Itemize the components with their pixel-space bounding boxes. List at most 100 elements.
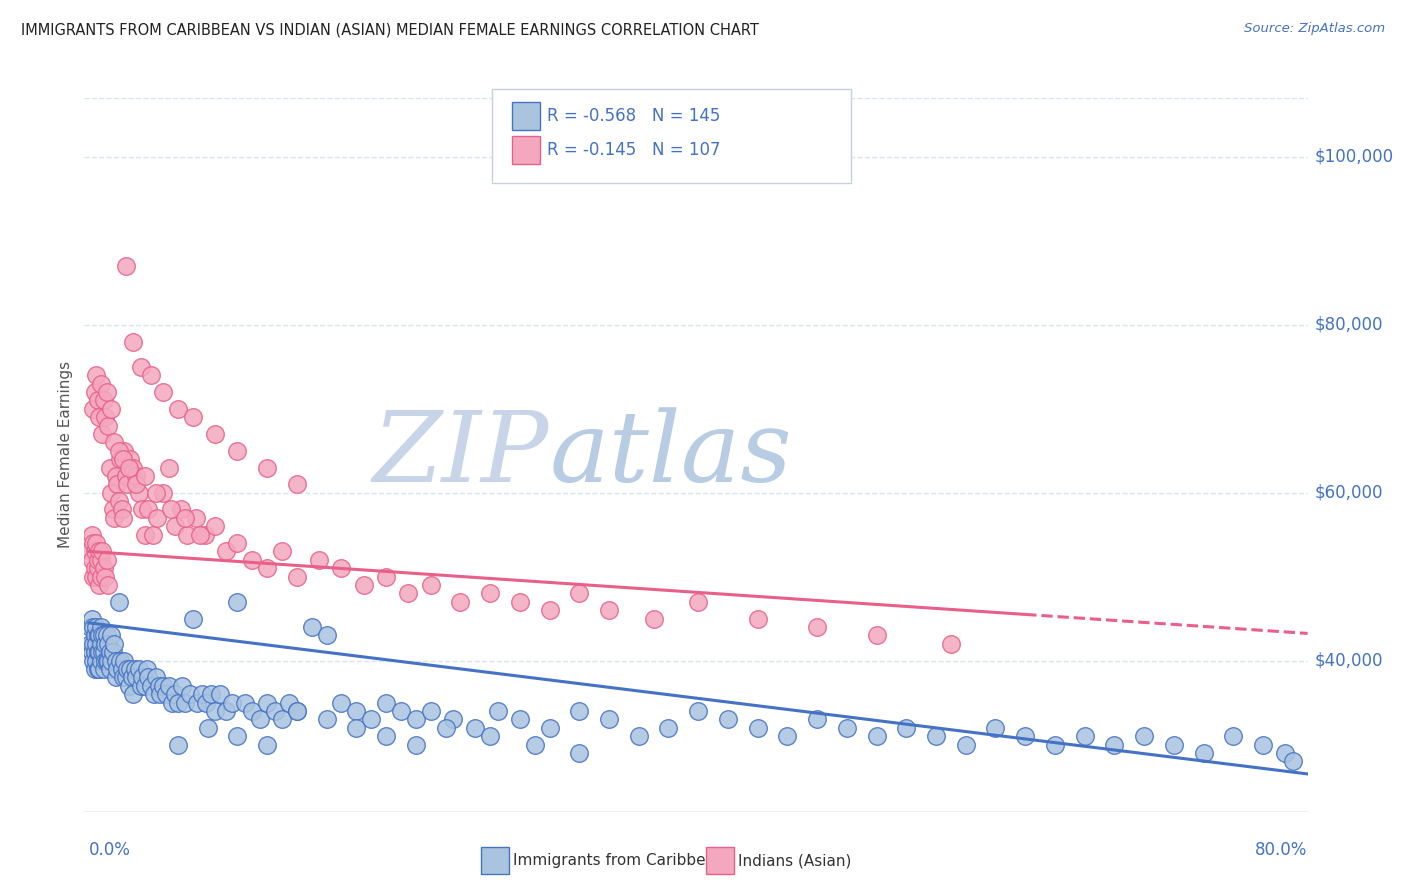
Text: Immigrants from Caribbean: Immigrants from Caribbean (513, 854, 725, 868)
Point (157, 679, 180, 693)
Point (509, 595, 531, 609)
Point (98, 645, 121, 659)
Point (84, 569, 107, 583)
Point (93, 628, 115, 642)
Point (110, 662, 132, 676)
Point (167, 696, 190, 710)
Point (96, 553, 118, 567)
Point (101, 645, 124, 659)
Point (271, 712, 294, 726)
Point (104, 469, 127, 483)
Point (136, 502, 159, 516)
Point (598, 712, 620, 726)
Point (163, 687, 186, 701)
Point (568, 704, 591, 718)
Point (538, 721, 561, 735)
Text: Source: ZipAtlas.com: Source: ZipAtlas.com (1244, 22, 1385, 36)
Point (330, 696, 353, 710)
Point (135, 662, 157, 676)
Point (89, 410, 111, 425)
Point (375, 569, 398, 583)
Point (83, 662, 105, 676)
Point (98, 662, 121, 676)
Point (148, 679, 170, 693)
Point (142, 527, 165, 541)
Point (94, 410, 117, 425)
Point (97, 578, 120, 592)
Point (84, 536, 107, 550)
Point (285, 704, 308, 718)
Point (121, 670, 143, 684)
Point (285, 477, 308, 491)
Point (308, 553, 330, 567)
Point (146, 511, 169, 525)
Point (87, 628, 110, 642)
Point (194, 527, 217, 541)
Point (256, 696, 278, 710)
Point (82, 569, 104, 583)
Point (83, 561, 105, 575)
Point (896, 721, 918, 735)
Point (568, 746, 591, 760)
Point (115, 469, 138, 483)
Point (91, 426, 114, 441)
Point (865, 628, 887, 642)
Point (128, 662, 150, 676)
Point (80, 645, 103, 659)
Point (301, 620, 323, 634)
Point (79, 637, 101, 651)
Point (83, 544, 105, 558)
Point (419, 578, 441, 592)
Point (256, 738, 278, 752)
Point (90, 553, 112, 567)
Point (375, 696, 398, 710)
Point (1163, 738, 1185, 752)
Point (157, 460, 180, 475)
Point (98, 460, 121, 475)
Point (83, 645, 105, 659)
Point (107, 595, 129, 609)
Point (129, 359, 152, 374)
Point (271, 544, 294, 558)
Point (330, 561, 353, 575)
Point (134, 679, 156, 693)
Point (89, 578, 111, 592)
Point (80, 612, 103, 626)
Point (152, 384, 174, 399)
Point (152, 679, 174, 693)
Point (117, 662, 139, 676)
Point (131, 502, 153, 516)
Point (176, 527, 198, 541)
Point (1104, 738, 1126, 752)
Point (93, 645, 115, 659)
Point (1274, 746, 1296, 760)
Point (90, 620, 112, 634)
Text: atlas: atlas (550, 408, 792, 502)
Point (97, 637, 120, 651)
Point (360, 712, 382, 726)
Point (141, 368, 163, 383)
Point (315, 712, 337, 726)
Point (143, 687, 166, 701)
Point (163, 519, 186, 533)
Point (111, 511, 134, 525)
Point (104, 654, 127, 668)
Point (405, 738, 427, 752)
Point (89, 544, 111, 558)
Point (159, 502, 181, 516)
Point (96, 628, 118, 642)
Point (100, 628, 122, 642)
Point (94, 637, 117, 651)
Text: 80.0%: 80.0% (1256, 841, 1308, 859)
Point (419, 704, 441, 718)
Point (441, 712, 464, 726)
Point (747, 612, 769, 626)
Point (1073, 729, 1095, 743)
Point (214, 704, 236, 718)
Point (122, 460, 145, 475)
Point (179, 687, 201, 701)
Point (87, 645, 110, 659)
Point (115, 670, 138, 684)
Point (643, 612, 665, 626)
Text: R = -0.568   N = 145: R = -0.568 N = 145 (547, 107, 720, 125)
